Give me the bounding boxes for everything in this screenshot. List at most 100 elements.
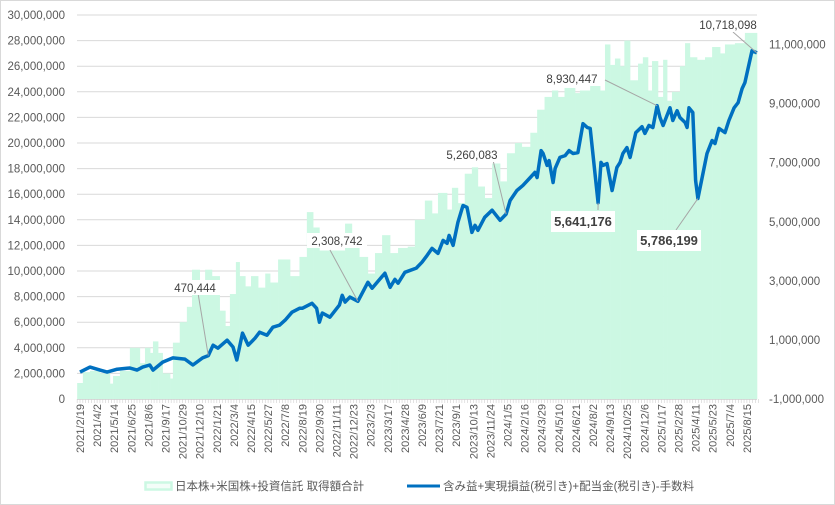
x-axis-tick-label: 2024/12/6 <box>639 404 651 453</box>
x-axis-tick-label: 2023/3/17 <box>383 404 395 453</box>
legend-item-bars[interactable]: 日本株+米国株+投資信託 取得額合計 <box>144 479 365 493</box>
bar <box>390 253 399 399</box>
bar <box>600 90 606 400</box>
right-axis-tick-label: 3,000,000 <box>769 276 820 288</box>
annotation-leader-line <box>197 292 209 356</box>
bar <box>382 235 391 399</box>
bar <box>158 352 163 399</box>
legend-item-line[interactable]: 含み益+実現損益(税引き)+配当金(税引き)-手数料 <box>407 479 695 493</box>
annotation-label: 5,786,199 <box>640 233 698 248</box>
x-axis-tick-label: 2025/2/28 <box>674 404 686 453</box>
x-axis-tick-label: 2023/6/9 <box>417 404 429 447</box>
line-series <box>79 48 758 374</box>
x-axis-tick-label: 2023/10/13 <box>468 404 480 459</box>
right-axis: -1,000,000 1,000,000 3,000,000 5,000,000 7,0… <box>769 40 826 406</box>
x-axis-tick-label: 2024/5/10 <box>554 404 566 453</box>
annotation-leader-line <box>329 249 359 302</box>
annotation-label: 2,308,742 <box>311 236 362 248</box>
x-axis-tick-label: 2024/10/25 <box>622 404 634 459</box>
left-axis-tick-label: 28,000,000 <box>7 36 65 48</box>
annotation-leader-line <box>732 31 758 54</box>
x-axis-tick-label: 2022/7/8 <box>280 404 292 447</box>
bar <box>521 146 531 399</box>
bar <box>564 87 576 400</box>
left-axis-tick-label: 4,000,000 <box>14 343 65 355</box>
bar <box>464 173 473 399</box>
left-axis-tick-label: 12,000,000 <box>7 240 65 252</box>
bar <box>457 203 466 399</box>
bar <box>424 200 433 399</box>
x-axis-tick-label: 2025/1/17 <box>656 404 668 453</box>
x-axis-tick-label: 2023/4/28 <box>400 404 412 453</box>
bar <box>630 80 639 399</box>
left-axis-tick-label: 26,000,000 <box>7 61 65 73</box>
bar <box>82 372 91 399</box>
annotation-leader-line <box>491 155 507 215</box>
annotation-box <box>551 211 615 232</box>
bar <box>744 32 758 400</box>
bar <box>477 186 485 399</box>
bar <box>205 269 213 399</box>
bar <box>407 246 416 399</box>
bar <box>367 273 376 399</box>
left-axis-tick-label: 10,000,000 <box>7 266 65 278</box>
x-axis-tick-label: 2024/3/29 <box>537 404 549 453</box>
right-axis-tick-label: 5,000,000 <box>769 217 820 229</box>
annotation-box <box>442 147 502 162</box>
bar <box>451 187 459 399</box>
bar <box>219 310 226 399</box>
bar <box>734 43 746 399</box>
bar <box>319 250 346 399</box>
bar <box>720 53 726 400</box>
annotation-box <box>307 233 367 248</box>
annotation-leader-line <box>675 198 699 231</box>
bar <box>712 47 721 399</box>
right-axis-tick-label: -1,000,000 <box>769 394 824 406</box>
x-axis-tick-label: 2022/4/15 <box>246 404 258 453</box>
bar <box>109 383 114 399</box>
bar <box>199 281 206 399</box>
x-axis-tick-label: 2023/9/1 <box>451 404 463 447</box>
annotation-box <box>165 280 225 295</box>
bar <box>235 262 240 399</box>
bar <box>144 347 151 399</box>
bar <box>689 57 698 400</box>
bar <box>530 132 538 399</box>
bar <box>551 90 559 400</box>
bar <box>278 259 291 399</box>
bar <box>705 57 713 400</box>
annotation-label: 5,260,083 <box>446 150 497 162</box>
left-axis-tick-label: 20,000,000 <box>7 138 65 150</box>
bar <box>557 96 565 400</box>
bar <box>99 373 111 399</box>
legend: 日本株+米国株+投資信託 取得額合計 含み益+実現損益(税引き)+配当金(税引き… <box>144 479 695 493</box>
bar <box>642 57 649 400</box>
legend-line-label: 含み益+実現損益(税引き)+配当金(税引き)-手数料 <box>443 479 695 493</box>
bar <box>172 342 181 399</box>
left-axis-tick-label: 22,000,000 <box>7 112 65 124</box>
left-axis-tick-label: 0 <box>59 394 65 406</box>
right-axis-tick-label: 1,000,000 <box>769 335 820 347</box>
bar <box>447 209 453 399</box>
x-axis-tick-label: 2021/2/19 <box>75 404 87 453</box>
bar <box>590 82 601 399</box>
x-axis-tick-label: 2022/1/21 <box>212 404 224 453</box>
x-axis-tick-label: 2022/3/4 <box>229 404 241 447</box>
x-axis-tick-label: 2023/2/3 <box>366 404 378 447</box>
left-axis-tick-label: 24,000,000 <box>7 87 65 99</box>
left-axis-tick-label: 8,000,000 <box>14 292 65 304</box>
bar <box>225 326 231 399</box>
annotations: 470,444 2,308,742 5,260,083 8,930,447 5,641,… <box>165 17 758 356</box>
annotation-box <box>637 230 701 251</box>
x-axis-tick-label: 2024/2/16 <box>520 404 532 453</box>
left-axis-tick-label: 2,000,000 <box>14 368 65 380</box>
left-axis-tick-label: 18,000,000 <box>7 164 65 176</box>
bar <box>575 93 581 399</box>
bar <box>624 40 631 399</box>
bar <box>258 287 266 399</box>
bar <box>374 253 383 399</box>
right-axis-tick-label: 7,000,000 <box>769 158 820 170</box>
line-path <box>79 48 758 374</box>
x-axis-labels: 2021/2/19 2021/4/2 2021/5/14 2021/6/25 2021/… <box>75 404 754 459</box>
